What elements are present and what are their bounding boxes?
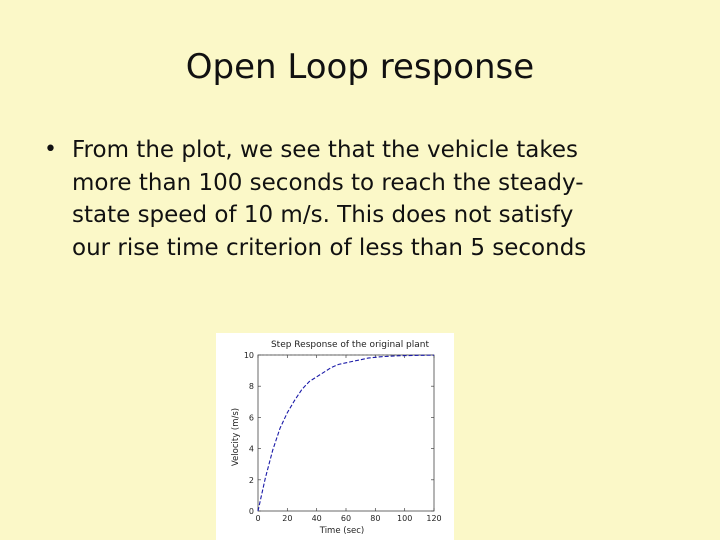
bullet-line-2: more than 100 seconds to reach the stead… [72,169,584,196]
x-tick-label: 100 [397,514,412,523]
y-tick-label: 2 [249,476,254,485]
chart-axes [257,354,435,512]
x-tick-label: 120 [426,514,441,523]
bullet-line-3: state speed of 10 m/s. This does not sat… [72,202,574,228]
x-tick-label: 60 [341,514,351,523]
y-tick-label: 0 [249,507,254,516]
slide-title: Open Loop response [185,47,535,87]
chart-marks [257,354,435,512]
chart-title: Step Response of the original plant [271,340,430,350]
bullet-line-1: From the plot, we see that the vehicle t… [72,137,578,163]
bullet-line-4: our rise time criterion of less than 5 s… [72,234,587,261]
y-tick-label: 10 [244,351,254,360]
x-tick-label: 40 [312,514,322,523]
x-tick-label: 20 [282,514,292,523]
plot-frame [257,354,435,512]
step-response-figure: Step Response of the original plant 0 20 4… [216,333,454,540]
x-tick-label: 0 [255,514,260,523]
series-line [257,354,435,512]
y-tick-label: 4 [249,445,254,454]
y-axis-label: Velocity (m/s) [231,408,241,466]
x-tick-label: 80 [370,514,380,523]
chart-ticks: 0 20 40 60 80 100 120 0 2 4 6 8 10 [244,351,442,523]
bullet-dot-icon: • [44,137,57,162]
bullet-text: From the plot, we see that the vehicle t… [72,134,682,264]
y-tick-label: 8 [249,382,254,391]
x-axis-label: Time (sec) [319,526,364,536]
step-response-chart: Step Response of the original plant 0 20 4… [231,340,442,536]
y-tick-label: 6 [249,413,254,422]
